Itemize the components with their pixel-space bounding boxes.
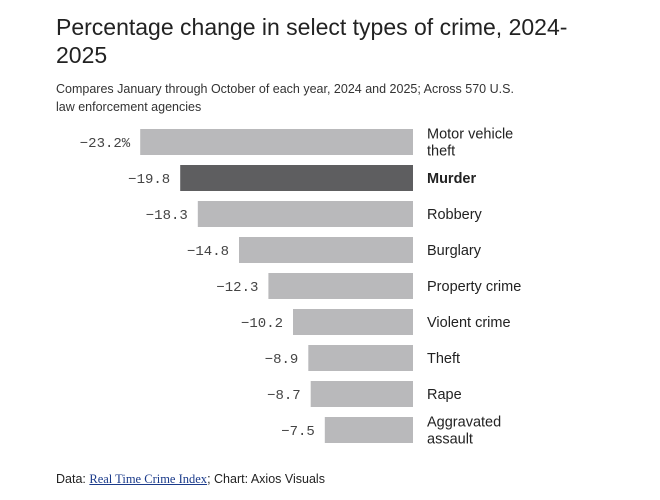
value-label-motor-vehicle-theft: −23.2% <box>80 136 131 152</box>
category-label-rape: Rape <box>427 387 462 403</box>
bar-burglary <box>239 237 413 263</box>
category-label-burglary: Burglary <box>427 243 482 259</box>
footer-suffix: ; Chart: Axios Visuals <box>207 472 325 486</box>
category-label-violent-crime: Violent crime <box>427 315 511 331</box>
category-label-aggravated-assault: Aggravated assault <box>427 415 501 448</box>
bar-chart: −23.2% Motor vehicle theft −19.8 Murder −18.3… <box>80 127 522 448</box>
category-label-property-crime: Property crime <box>427 279 521 295</box>
value-label-burglary: −14.8 <box>187 244 229 260</box>
value-label-aggravated-assault: −7.5 <box>281 424 315 440</box>
category-label-robbery: Robbery <box>427 207 483 223</box>
value-label-murder: −19.8 <box>128 172 170 188</box>
chart-footer: Data: Real Time Crime Index; Chart: Axio… <box>56 472 325 487</box>
bar-property-crime <box>268 273 413 299</box>
value-label-violent-crime: −10.2 <box>241 316 283 332</box>
footer-prefix: Data: <box>56 472 90 486</box>
chart-subtitle: Compares January through October of each… <box>56 82 514 114</box>
chart-title: Percentage change in select types of cri… <box>56 14 568 68</box>
value-label-theft: −8.9 <box>265 352 299 368</box>
bar-violent-crime <box>293 309 413 335</box>
bar-motor-vehicle-theft <box>140 129 413 155</box>
category-label-theft: Theft <box>427 351 460 367</box>
bar-theft <box>308 345 413 371</box>
source-link[interactable]: Real Time Crime Index <box>89 472 208 486</box>
bar-aggravated-assault <box>324 417 413 443</box>
bar-murder <box>180 165 413 191</box>
value-label-rape: −8.7 <box>267 388 301 404</box>
value-label-robbery: −18.3 <box>146 208 188 224</box>
value-label-property-crime: −12.3 <box>216 280 258 296</box>
category-label-murder: Murder <box>427 171 477 187</box>
bar-robbery <box>197 201 413 227</box>
category-label-motor-vehicle-theft: Motor vehicle theft <box>427 127 513 160</box>
bar-rape <box>310 381 413 407</box>
